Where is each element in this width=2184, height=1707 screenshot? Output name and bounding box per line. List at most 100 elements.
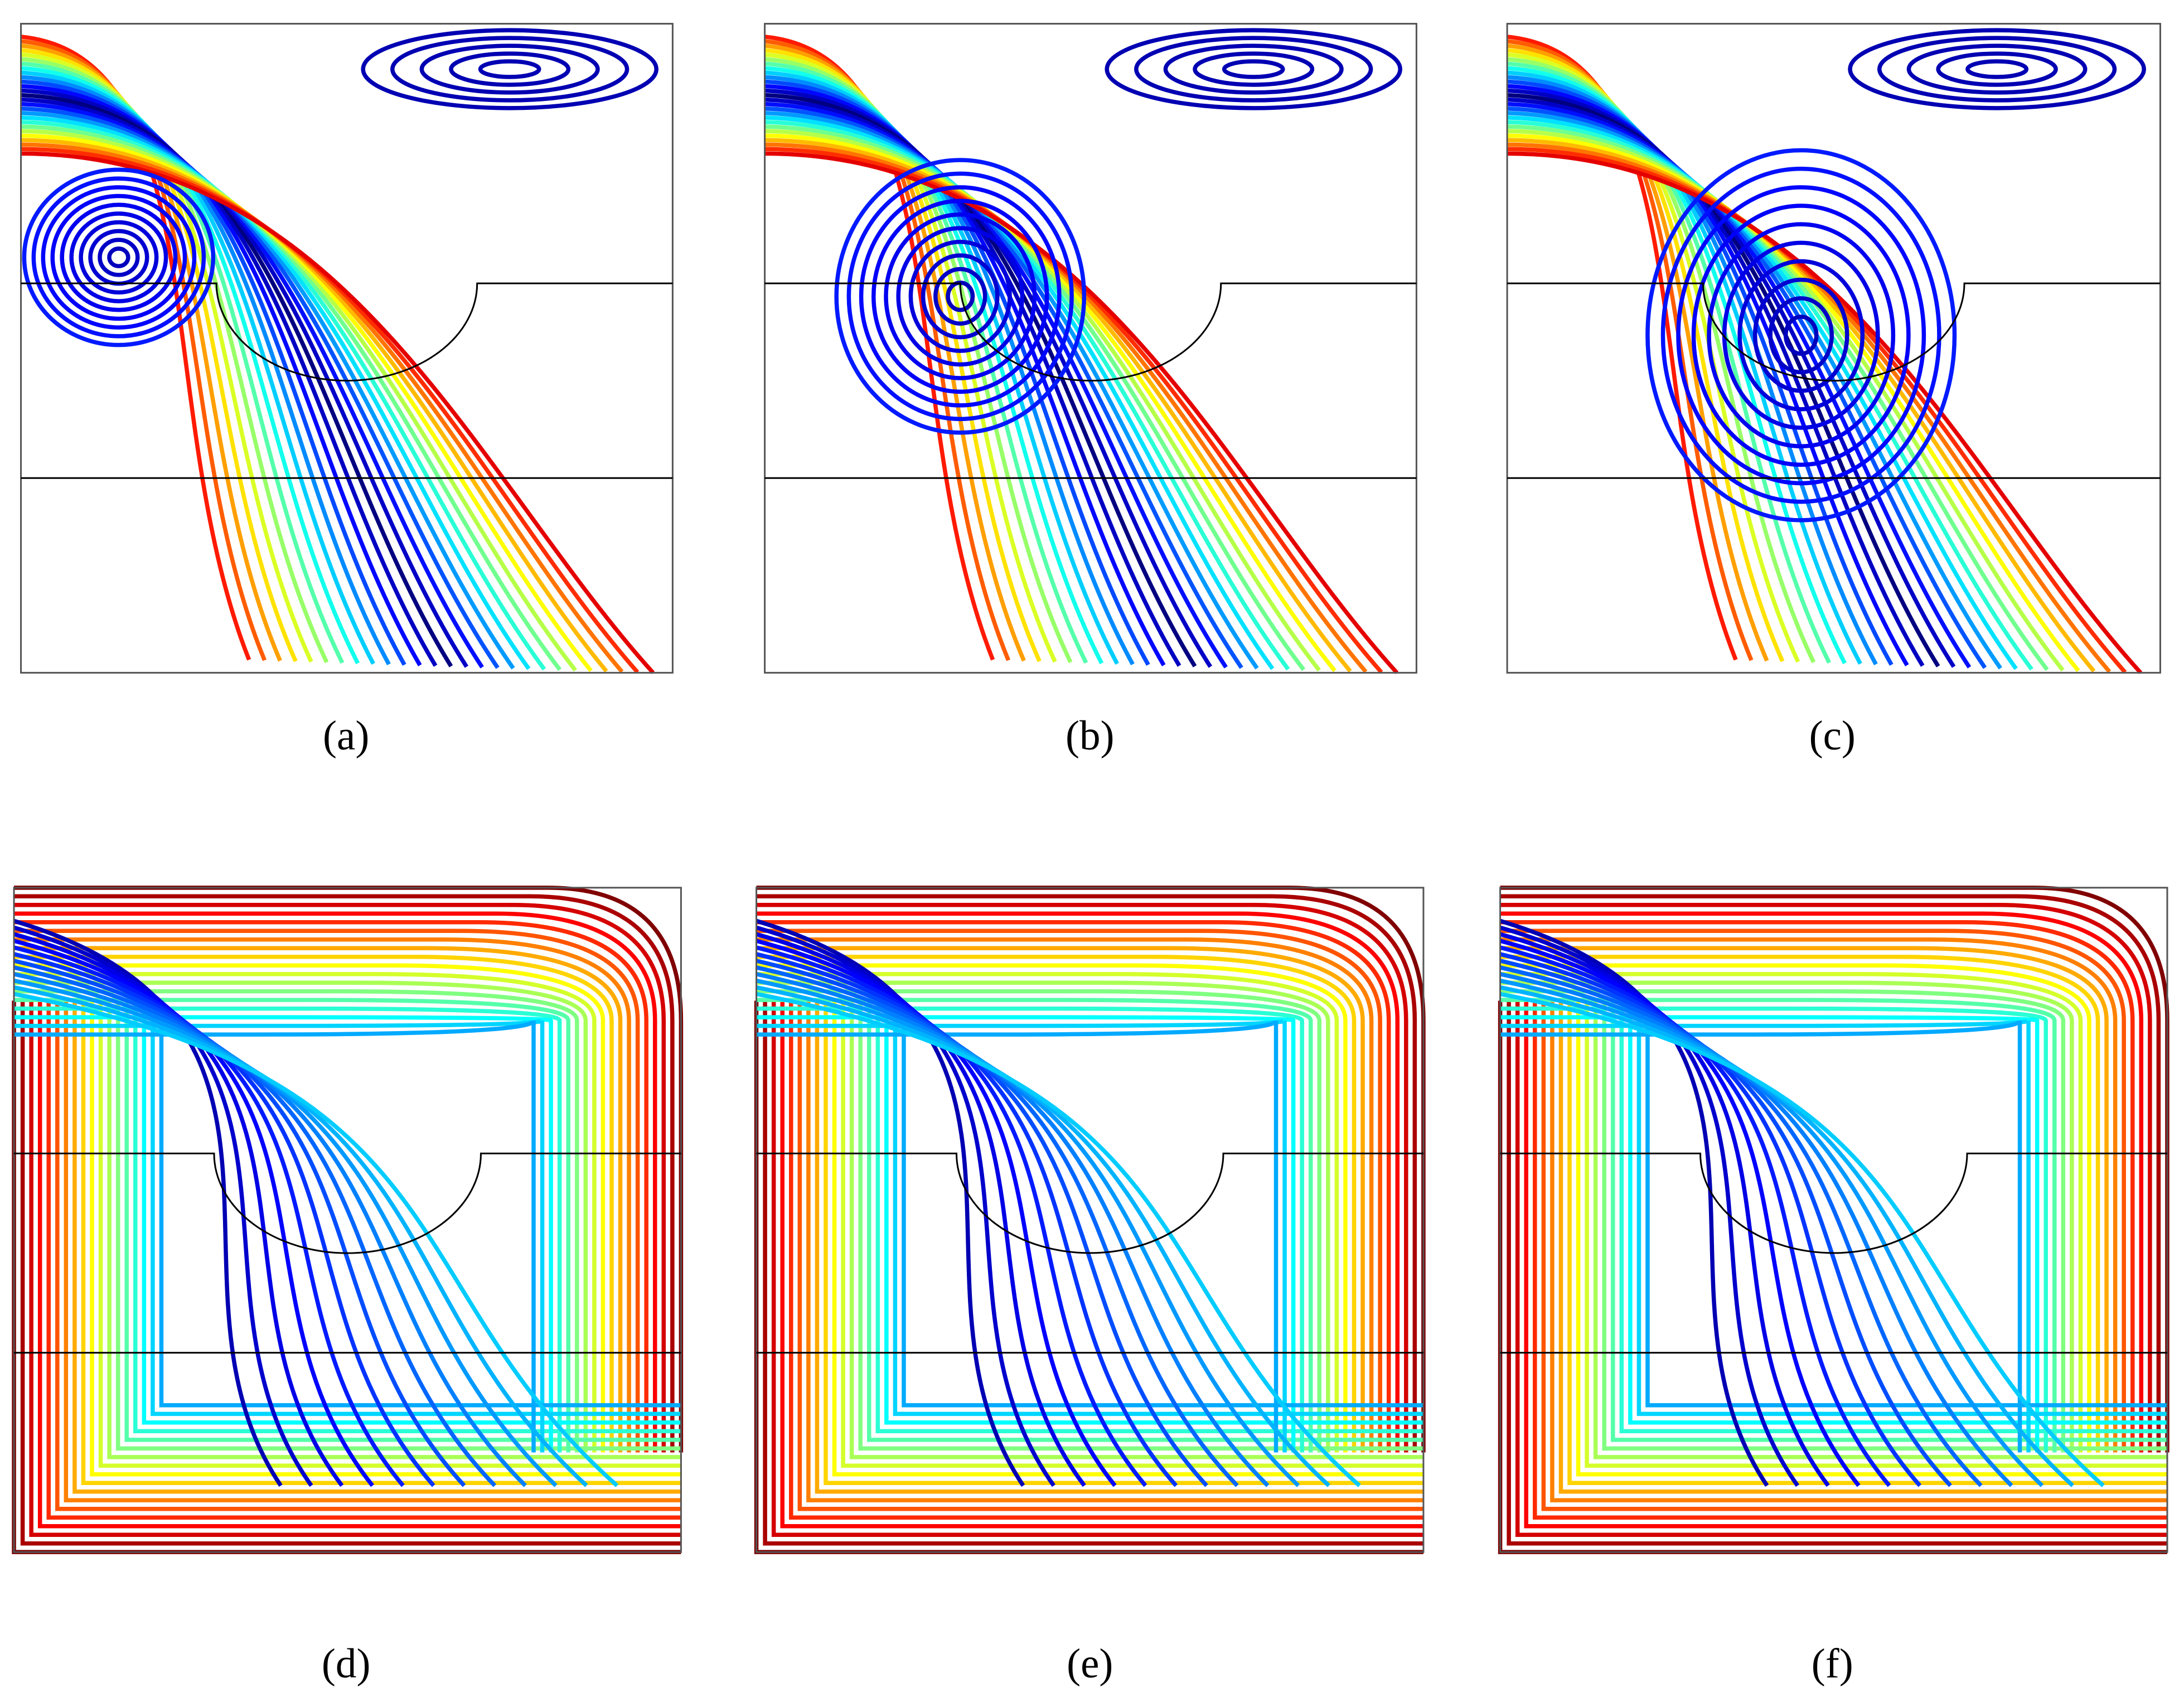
isotherm <box>756 992 1361 1487</box>
isotherm <box>1524 1000 2167 1529</box>
streamline <box>21 79 406 666</box>
isotherm <box>1550 1000 2167 1503</box>
corner-vortex <box>1965 59 2029 79</box>
vortex-line <box>98 238 140 277</box>
streamline <box>1507 79 1894 666</box>
isotherm <box>789 1000 1423 1520</box>
isotherm <box>1500 998 2057 1453</box>
isotherm <box>1500 1015 2040 1453</box>
vortex-line <box>60 202 178 312</box>
streamline <box>1507 138 2096 673</box>
panel-label: (b) <box>1066 713 1115 759</box>
isotherm <box>14 911 657 1453</box>
isotherm <box>1499 952 1922 1487</box>
isotherm <box>815 1000 1423 1494</box>
isotherm <box>81 1000 681 1486</box>
isotherm <box>763 1000 1423 1546</box>
isotherm <box>1585 1000 2167 1468</box>
isotherm <box>1499 965 1983 1487</box>
isotherm <box>1541 1000 2167 1511</box>
vortex-line <box>50 194 187 321</box>
isotherm <box>1500 894 2161 1453</box>
isotherm <box>756 998 1313 1453</box>
streamline <box>764 75 1135 665</box>
isotherm <box>1500 929 2126 1453</box>
streamline <box>764 57 1073 664</box>
vortex-line <box>41 185 197 330</box>
corner-vortex <box>1222 59 1285 79</box>
partition-line <box>1507 282 2161 382</box>
streamline <box>21 129 577 672</box>
isotherm <box>55 1000 681 1511</box>
isotherm <box>13 972 527 1487</box>
streamline <box>1507 120 2033 671</box>
isotherm <box>780 1000 1423 1529</box>
streamline <box>21 93 453 668</box>
streamline <box>1507 84 1909 666</box>
panel-label: (d) <box>322 1641 371 1687</box>
streamline <box>1507 88 1925 667</box>
isotherm <box>756 886 1426 1453</box>
streamline <box>21 97 469 668</box>
isotherm <box>756 937 1374 1453</box>
isotherm <box>756 978 1300 1487</box>
streamline <box>21 57 329 664</box>
isotherm <box>1533 1000 2167 1520</box>
panel-label: (a) <box>323 713 369 759</box>
isotherm <box>14 1006 562 1453</box>
corner-vortex <box>1906 43 2088 95</box>
isotherm <box>1636 1000 2167 1416</box>
isotherm <box>1619 1000 2167 1434</box>
partition-line <box>756 1152 1423 1254</box>
panel: (e) <box>754 886 1426 1687</box>
streamline <box>1507 57 1816 664</box>
streamline <box>764 101 1228 669</box>
isotherm <box>756 911 1400 1453</box>
isotherm <box>756 989 1322 1453</box>
isotherm <box>14 954 614 1453</box>
isotherm <box>1500 971 2083 1453</box>
corner-vortex <box>449 51 571 87</box>
isotherm <box>756 971 1339 1453</box>
streamline <box>1507 61 1832 664</box>
isotherm <box>756 985 1330 1487</box>
partition-line <box>1500 1152 2167 1254</box>
isotherm <box>1500 954 2100 1453</box>
isotherm <box>756 1018 1287 1453</box>
isotherm <box>1611 1000 2167 1442</box>
isotherm <box>14 946 623 1453</box>
vortex-line <box>22 167 216 347</box>
isotherm <box>756 894 1417 1453</box>
isotherm <box>756 952 1178 1487</box>
corner-vortex <box>1193 51 1315 87</box>
isotherm <box>1499 959 1952 1487</box>
streamline <box>1507 129 2065 672</box>
streamline <box>764 133 1336 673</box>
isotherm <box>14 980 588 1453</box>
isotherm <box>756 939 1117 1487</box>
isotherm <box>1500 886 2170 1453</box>
isotherm <box>754 1000 1423 1554</box>
isotherm <box>14 971 597 1453</box>
isotherm <box>1645 1000 2167 1408</box>
streamline <box>21 61 345 664</box>
corner-vortex <box>1877 36 2117 103</box>
isotherm <box>1499 945 1891 1487</box>
isotherm <box>14 929 640 1453</box>
cavity-border <box>756 887 1425 1553</box>
isotherm <box>14 937 631 1453</box>
isotherm <box>13 952 435 1487</box>
corner-vortex <box>390 36 629 103</box>
streamline <box>764 79 1150 666</box>
isotherm <box>756 1019 1279 1453</box>
corner-vortex <box>1936 51 2058 87</box>
isotherm <box>756 959 1208 1487</box>
streamline <box>1507 151 2143 674</box>
vortex-line <box>1660 166 1941 504</box>
isotherm <box>14 998 570 1453</box>
streamline <box>21 147 640 674</box>
isotherm <box>14 886 684 1453</box>
isotherm <box>159 1000 681 1408</box>
isotherm <box>1500 1006 2048 1453</box>
